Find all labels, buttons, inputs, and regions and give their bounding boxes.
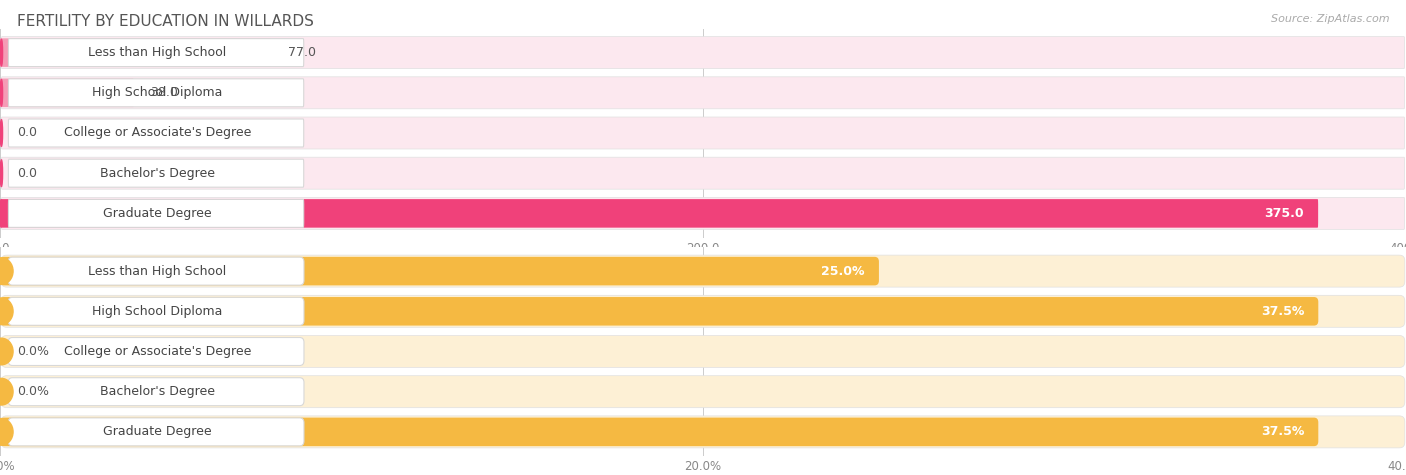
Text: Graduate Degree: Graduate Degree xyxy=(103,426,212,438)
FancyBboxPatch shape xyxy=(1,335,1405,368)
Circle shape xyxy=(0,39,3,66)
Text: College or Associate's Degree: College or Associate's Degree xyxy=(63,126,252,140)
FancyBboxPatch shape xyxy=(8,119,304,147)
Text: 375.0: 375.0 xyxy=(1264,207,1305,220)
Circle shape xyxy=(0,79,3,106)
Circle shape xyxy=(0,338,13,365)
Circle shape xyxy=(0,120,3,146)
Circle shape xyxy=(0,418,13,445)
FancyBboxPatch shape xyxy=(8,257,304,285)
Text: High School Diploma: High School Diploma xyxy=(93,86,222,99)
Text: 37.5%: 37.5% xyxy=(1261,305,1305,318)
FancyBboxPatch shape xyxy=(8,378,304,406)
FancyBboxPatch shape xyxy=(1,157,1405,189)
FancyBboxPatch shape xyxy=(1,77,1405,109)
FancyBboxPatch shape xyxy=(8,38,304,66)
Text: High School Diploma: High School Diploma xyxy=(93,305,222,318)
Text: 37.5%: 37.5% xyxy=(1261,426,1305,438)
FancyBboxPatch shape xyxy=(1,295,1405,327)
FancyBboxPatch shape xyxy=(8,338,304,365)
FancyBboxPatch shape xyxy=(0,257,879,285)
FancyBboxPatch shape xyxy=(0,297,1319,325)
Text: 38.0: 38.0 xyxy=(150,86,179,99)
Text: 0.0%: 0.0% xyxy=(17,345,49,358)
Text: Source: ZipAtlas.com: Source: ZipAtlas.com xyxy=(1271,14,1389,24)
Circle shape xyxy=(0,160,3,187)
Circle shape xyxy=(0,379,13,405)
FancyBboxPatch shape xyxy=(0,78,134,107)
FancyBboxPatch shape xyxy=(8,79,304,107)
Text: 77.0: 77.0 xyxy=(287,46,315,59)
FancyBboxPatch shape xyxy=(1,37,1405,68)
Text: Less than High School: Less than High School xyxy=(89,46,226,59)
Text: 25.0%: 25.0% xyxy=(821,265,865,277)
Text: Bachelor's Degree: Bachelor's Degree xyxy=(100,385,215,398)
FancyBboxPatch shape xyxy=(0,38,271,67)
FancyBboxPatch shape xyxy=(8,200,304,228)
FancyBboxPatch shape xyxy=(1,376,1405,408)
Text: 0.0: 0.0 xyxy=(17,167,37,180)
FancyBboxPatch shape xyxy=(0,199,1319,228)
Text: 0.0%: 0.0% xyxy=(17,385,49,398)
FancyBboxPatch shape xyxy=(1,416,1405,448)
Text: College or Associate's Degree: College or Associate's Degree xyxy=(63,345,252,358)
Text: 0.0: 0.0 xyxy=(17,126,37,140)
FancyBboxPatch shape xyxy=(1,255,1405,287)
FancyBboxPatch shape xyxy=(8,297,304,325)
Text: Graduate Degree: Graduate Degree xyxy=(103,207,212,220)
Text: Bachelor's Degree: Bachelor's Degree xyxy=(100,167,215,180)
FancyBboxPatch shape xyxy=(8,418,304,446)
Text: FERTILITY BY EDUCATION IN WILLARDS: FERTILITY BY EDUCATION IN WILLARDS xyxy=(17,14,314,29)
FancyBboxPatch shape xyxy=(1,117,1405,149)
Circle shape xyxy=(0,200,3,227)
FancyBboxPatch shape xyxy=(8,159,304,187)
FancyBboxPatch shape xyxy=(0,418,1319,446)
Text: Less than High School: Less than High School xyxy=(89,265,226,277)
Circle shape xyxy=(0,258,13,285)
Circle shape xyxy=(0,298,13,324)
FancyBboxPatch shape xyxy=(1,198,1405,229)
